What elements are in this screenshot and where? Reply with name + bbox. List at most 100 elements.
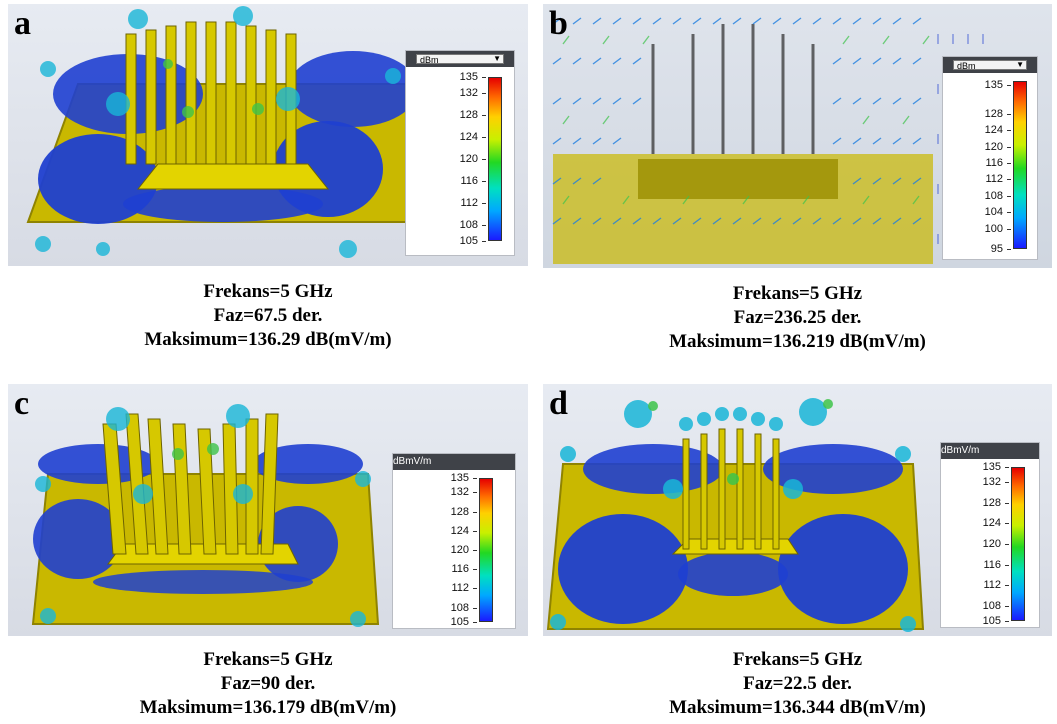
- legend-tick-mark: [482, 77, 486, 78]
- color-scale-bar-a: [488, 77, 502, 241]
- frequency-text-d: Frekans=5 GHz: [732, 649, 863, 670]
- panel-c: c dBmV/m 135 132 128 124 120 116 112 108 105 Fre…: [8, 384, 528, 724]
- legend-tick-label: 124: [982, 517, 1001, 530]
- field-view-d: d dBmV/m 135 132 128 124 120 116 112 108 105: [543, 384, 1052, 636]
- legend-tick-label: 120: [984, 140, 1003, 153]
- legend-tick-label: 108: [459, 218, 478, 231]
- legend-tick-mark: [473, 492, 477, 494]
- legend-tick-label: 116: [451, 563, 469, 576]
- legend-tick-mark: [473, 588, 477, 590]
- panel-d: d dBmV/m 135 132 128 124 120 116 112 108 105 Fre…: [543, 384, 1052, 724]
- legend-tick-label: 124: [984, 124, 1003, 137]
- legend-tick-mark: [482, 202, 486, 204]
- antenna-scene-b: [552, 17, 984, 264]
- legend-tick-label: 112: [460, 196, 478, 209]
- legend-tick-mark: [1005, 621, 1009, 622]
- legend-tick-mark: [1005, 605, 1009, 607]
- phase-text-a: Faz=67.5 der.: [213, 305, 323, 326]
- phase-text-b: Faz=236.25 der.: [733, 307, 862, 328]
- panel-label-a: a: [14, 5, 31, 42]
- legend-unit-c: dBmV/m: [393, 454, 515, 470]
- legend-tick-mark: [1007, 195, 1011, 197]
- legend-tick-mark: [1007, 228, 1011, 230]
- field-view-a: a dBm ▼ 135 132 128 124 120 116 112 108 105: [8, 4, 528, 266]
- maximum-text-b: Maksimum=136.219 dB(mV/m): [669, 331, 926, 352]
- chevron-down-icon: ▼: [1016, 60, 1024, 69]
- color-legend-d: dBmV/m 135 132 128 124 120 116 112 108 105: [940, 442, 1040, 628]
- legend-tick-label: 105: [450, 616, 469, 628]
- panel-label-d: d: [549, 385, 568, 422]
- legend-tick-label: 112: [983, 579, 1001, 592]
- legend-tick-label: 112: [985, 173, 1003, 186]
- legend-tick-label: 128: [982, 496, 1001, 509]
- legend-tick-label: 132: [982, 476, 1001, 489]
- pins-a: [125, 21, 297, 165]
- legend-tick-mark: [482, 159, 486, 160]
- caption-a: Frekans=5 GHz Faz=67.5 der. Maksimum=136…: [8, 280, 528, 352]
- legend-tick-label: 116: [985, 156, 1003, 169]
- legend-tick-label: 120: [459, 153, 478, 165]
- caption-c: Frekans=5 GHz Faz=90 der. Maksimum=136.1…: [8, 648, 528, 720]
- legend-tick-mark: [473, 622, 477, 623]
- legend-tick-mark: [1005, 482, 1009, 484]
- maximum-text-a: Maksimum=136.29 dB(mV/m): [144, 329, 392, 350]
- antenna-scene-c: [31, 404, 380, 627]
- legend-tick-mark: [473, 511, 477, 513]
- caption-d: Frekans=5 GHz Faz=22.5 der. Maksimum=136…: [543, 648, 1052, 720]
- color-legend-a: dBm ▼ 135 132 128 124 120 116 112 108 105: [405, 50, 515, 256]
- legend-tick-label: 108: [984, 189, 1003, 202]
- panel-label-c: c: [14, 385, 30, 422]
- legend-tick-label: 128: [459, 109, 478, 122]
- legend-tick-mark: [1005, 585, 1009, 587]
- legend-tick-mark: [1007, 212, 1011, 214]
- legend-unit-dropdown-b[interactable]: dBm ▼: [943, 57, 1037, 73]
- frequency-text-c: Frekans=5 GHz: [203, 649, 333, 670]
- legend-tick-mark: [482, 115, 486, 117]
- phase-text-d: Faz=22.5 der.: [743, 673, 852, 694]
- legend-tick-mark: [473, 569, 477, 571]
- caption-b: Frekans=5 GHz Faz=236.25 der. Maksimum=1…: [543, 282, 1052, 354]
- legend-tick-label: 135: [459, 71, 478, 83]
- frequency-text-b: Frekans=5 GHz: [732, 283, 863, 304]
- legend-tick-label: 135: [984, 79, 1003, 92]
- legend-tick-mark: [1005, 564, 1009, 566]
- legend-tick-mark: [482, 224, 486, 226]
- antenna-scene-a: [26, 6, 510, 258]
- legend-tick-label: 100: [984, 222, 1003, 235]
- frequency-text-a: Frekans=5 GHz: [203, 281, 333, 302]
- legend-tick-label: 104: [984, 206, 1003, 219]
- pins-c: [102, 413, 279, 555]
- field-view-c: c dBmV/m 135 132 128 124 120 116 112 108 105: [8, 384, 528, 636]
- phase-text-c: Faz=90 der.: [220, 673, 316, 694]
- legend-tick-mark: [1007, 130, 1011, 132]
- maximum-text-d: Maksimum=136.344 dB(mV/m): [669, 697, 926, 718]
- legend-tick-mark: [482, 241, 486, 242]
- legend-tick-mark: [1005, 544, 1009, 545]
- legend-tick-label: 132: [459, 87, 478, 100]
- legend-tick-label: 120: [982, 538, 1001, 550]
- legend-tick-mark: [1007, 113, 1011, 115]
- pins-d: [682, 428, 780, 550]
- legend-unit-dropdown-a[interactable]: dBm ▼: [406, 51, 514, 67]
- panel-b: b dBm ▼ 135 128 124 120 116 112 108 104 100 95 Fre…: [543, 4, 1052, 364]
- maximum-text-c: Maksimum=136.179 dB(mV/m): [139, 697, 397, 718]
- legend-tick-mark: [473, 478, 477, 479]
- legend-tick-label: 116: [460, 174, 478, 187]
- legend-tick-label: 135: [982, 461, 1001, 473]
- legend-tick-label: 135: [450, 472, 469, 484]
- legend-tick-mark: [482, 180, 486, 182]
- legend-tick-mark: [1005, 523, 1009, 525]
- legend-tick-label: 108: [982, 599, 1001, 612]
- legend-tick-mark: [473, 550, 477, 551]
- legend-tick-mark: [1005, 502, 1009, 504]
- legend-unit-b: dBm: [957, 61, 976, 71]
- legend-tick-mark: [1007, 179, 1011, 181]
- legend-tick-mark: [482, 93, 486, 95]
- legend-tick-label: 108: [450, 601, 469, 614]
- legend-tick-label: 128: [450, 505, 469, 518]
- color-legend-c: dBmV/m 135 132 128 124 120 116 112 108 105: [392, 453, 516, 629]
- legend-tick-label: 132: [450, 486, 469, 499]
- legend-unit-a: dBm: [420, 55, 439, 65]
- legend-tick-label: 105: [982, 615, 1001, 627]
- chevron-down-icon: ▼: [493, 54, 501, 63]
